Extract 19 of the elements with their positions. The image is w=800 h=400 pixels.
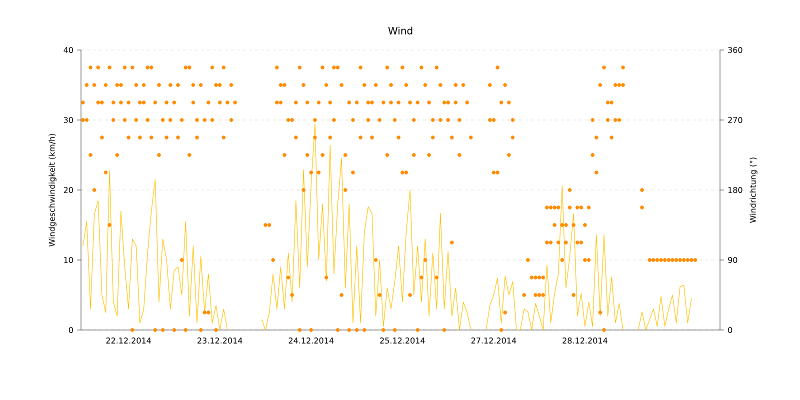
y2-tick-label: 360 (728, 46, 742, 54)
y-axis-title: Windgeschwindigkeit (km/h) (48, 134, 56, 247)
x-tick-label: 25.12.2014 (380, 338, 425, 344)
y-tick-label: 20 (64, 186, 73, 194)
x-tick-label: 28.12.2014 (562, 338, 608, 344)
x-tick-label: 22.12.2014 (106, 338, 151, 344)
y2-tick-label: 180 (728, 186, 742, 194)
y2-axis-title: Windrichtung (°) (750, 158, 758, 223)
y-tick-label: 0 (68, 326, 73, 334)
x-tick-label: 24.12.2014 (288, 338, 334, 344)
x-tick-label: 23.12.2014 (198, 338, 242, 344)
y-tick-label: 40 (64, 46, 73, 54)
x-tick-label: 27.12.2014 (471, 338, 516, 344)
y-tick-label: 30 (64, 116, 73, 124)
y-tick-label: 10 (64, 256, 73, 264)
y2-tick-label: 270 (728, 116, 742, 124)
y2-tick-label: 90 (728, 256, 738, 264)
chart-title: Wind (388, 26, 412, 34)
y2-tick-label: 0 (728, 326, 732, 334)
